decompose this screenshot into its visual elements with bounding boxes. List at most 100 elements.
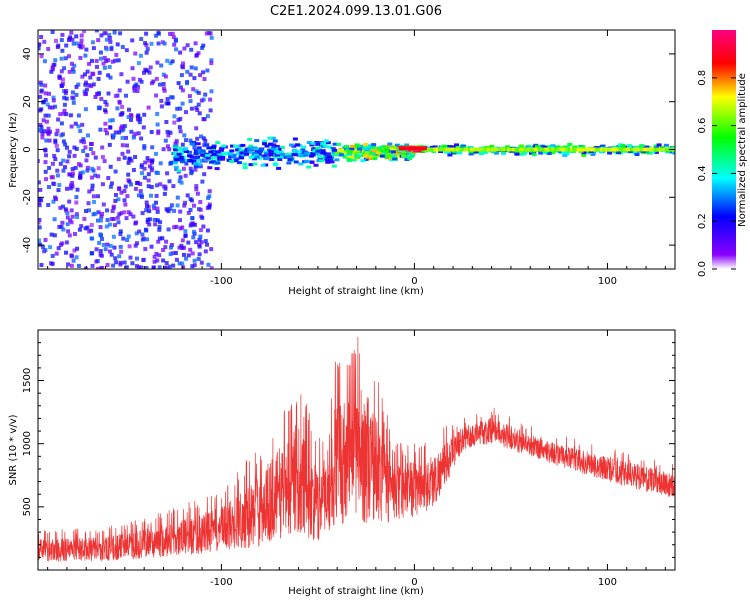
snr-ticks: -100 0 100 500 1000 1500 <box>22 329 675 588</box>
heatmap-cell <box>438 147 441 152</box>
heatmap-cell <box>221 144 227 148</box>
heatmap-cell <box>149 168 154 173</box>
spectrogram-x-label: Height of straight line (km) <box>288 286 424 297</box>
heatmap-cell <box>277 158 283 161</box>
heatmap-cell <box>179 180 184 185</box>
heatmap-cell <box>523 147 527 152</box>
heatmap-cell <box>53 104 58 109</box>
heatmap-cell <box>156 131 161 136</box>
heatmap-cell <box>544 147 547 152</box>
heatmap-cell <box>365 155 371 159</box>
heatmap-cell <box>149 130 154 134</box>
heatmap-cell <box>514 152 520 156</box>
heatmap-cell <box>146 178 151 183</box>
heatmap-cell <box>209 58 214 63</box>
heatmap-cell <box>102 65 107 70</box>
heatmap-cell <box>108 125 113 130</box>
heatmap-cell <box>303 159 309 163</box>
heatmap-cell <box>275 153 280 157</box>
heatmap-cell <box>53 58 58 63</box>
heatmap-cell <box>365 147 371 151</box>
heatmap-cell <box>214 159 220 163</box>
heatmap-cell <box>156 239 161 244</box>
heatmap-cell <box>100 155 105 160</box>
heatmap-cell <box>168 130 173 135</box>
heatmap-cell <box>532 145 537 149</box>
heatmap-cell <box>314 152 320 156</box>
heatmap-cell <box>272 139 278 143</box>
heatmap-cell <box>75 187 80 192</box>
heatmap-cell <box>468 147 471 152</box>
heatmap-cell <box>641 147 645 152</box>
heatmap-cell <box>598 150 604 154</box>
heatmap-cell <box>443 150 449 154</box>
heatmap-cell <box>320 142 326 145</box>
heatmap-cell <box>200 149 206 153</box>
heatmap-cell <box>187 94 192 99</box>
heatmap-cell <box>180 261 185 266</box>
heatmap-cell <box>41 118 46 123</box>
heatmap-cell <box>392 152 398 156</box>
heatmap-cell <box>119 72 124 77</box>
heatmap-cell <box>572 147 575 152</box>
heatmap-cell <box>74 84 79 89</box>
heatmap-cell <box>144 208 149 213</box>
heatmap-cell <box>321 151 327 155</box>
heatmap-cell <box>52 62 57 67</box>
heatmap-cell <box>90 40 95 45</box>
heatmap-cell <box>362 154 368 157</box>
heatmap-cell <box>82 216 87 221</box>
heatmap-cell <box>473 150 479 154</box>
heatmap-cell <box>99 96 104 101</box>
heatmap-cell <box>271 147 277 151</box>
heatmap-cell <box>50 30 55 34</box>
heatmap-cell <box>672 150 675 154</box>
heatmap-cell <box>447 147 450 152</box>
heatmap-cell <box>61 227 66 232</box>
heatmap-cell <box>389 156 395 160</box>
heatmap-cell <box>665 147 668 152</box>
heatmap-cell <box>76 263 81 268</box>
heatmap-cell <box>104 47 109 52</box>
heatmap-cell <box>204 158 210 162</box>
heatmap-cell <box>136 113 141 118</box>
heatmap-cell <box>172 225 177 230</box>
heatmap-cell <box>171 263 176 268</box>
heatmap-cell <box>208 31 213 36</box>
heatmap-cell <box>108 243 113 248</box>
heatmap-cell <box>96 105 101 110</box>
heatmap-cell <box>112 245 117 250</box>
heatmap-cell <box>47 166 52 170</box>
heatmap-cell <box>63 165 67 170</box>
heatmap-cell <box>244 152 250 156</box>
heatmap-cell <box>173 251 178 255</box>
heatmap-cell <box>40 131 45 136</box>
heatmap-cell <box>634 153 640 156</box>
heatmap-cell <box>154 251 159 256</box>
heatmap-cell <box>126 160 131 165</box>
heatmap-cell <box>181 166 186 171</box>
heatmap-cell <box>69 220 74 225</box>
heatmap-cell <box>192 203 196 208</box>
heatmap-cell <box>565 147 568 152</box>
heatmap-cell <box>410 146 414 151</box>
heatmap-cell <box>70 171 75 176</box>
heatmap-cell <box>109 181 114 186</box>
heatmap-cell <box>208 157 214 160</box>
heatmap-cell <box>330 147 336 151</box>
heatmap-cell <box>177 245 182 250</box>
heatmap-cell <box>131 76 136 81</box>
heatmap-cell <box>580 145 586 149</box>
heatmap-cell <box>51 98 56 103</box>
heatmap-cell <box>69 61 74 66</box>
heatmap-cell <box>181 65 185 70</box>
heatmap-cell <box>271 143 277 147</box>
heatmap-cell <box>67 154 72 159</box>
heatmap-cell <box>96 218 100 223</box>
heatmap-cell <box>254 155 260 159</box>
heatmap-cell <box>551 147 554 152</box>
heatmap-cell <box>200 153 206 157</box>
heatmap-cell <box>426 147 429 152</box>
heatmap-cell <box>130 261 135 266</box>
heatmap-cell <box>204 31 209 36</box>
